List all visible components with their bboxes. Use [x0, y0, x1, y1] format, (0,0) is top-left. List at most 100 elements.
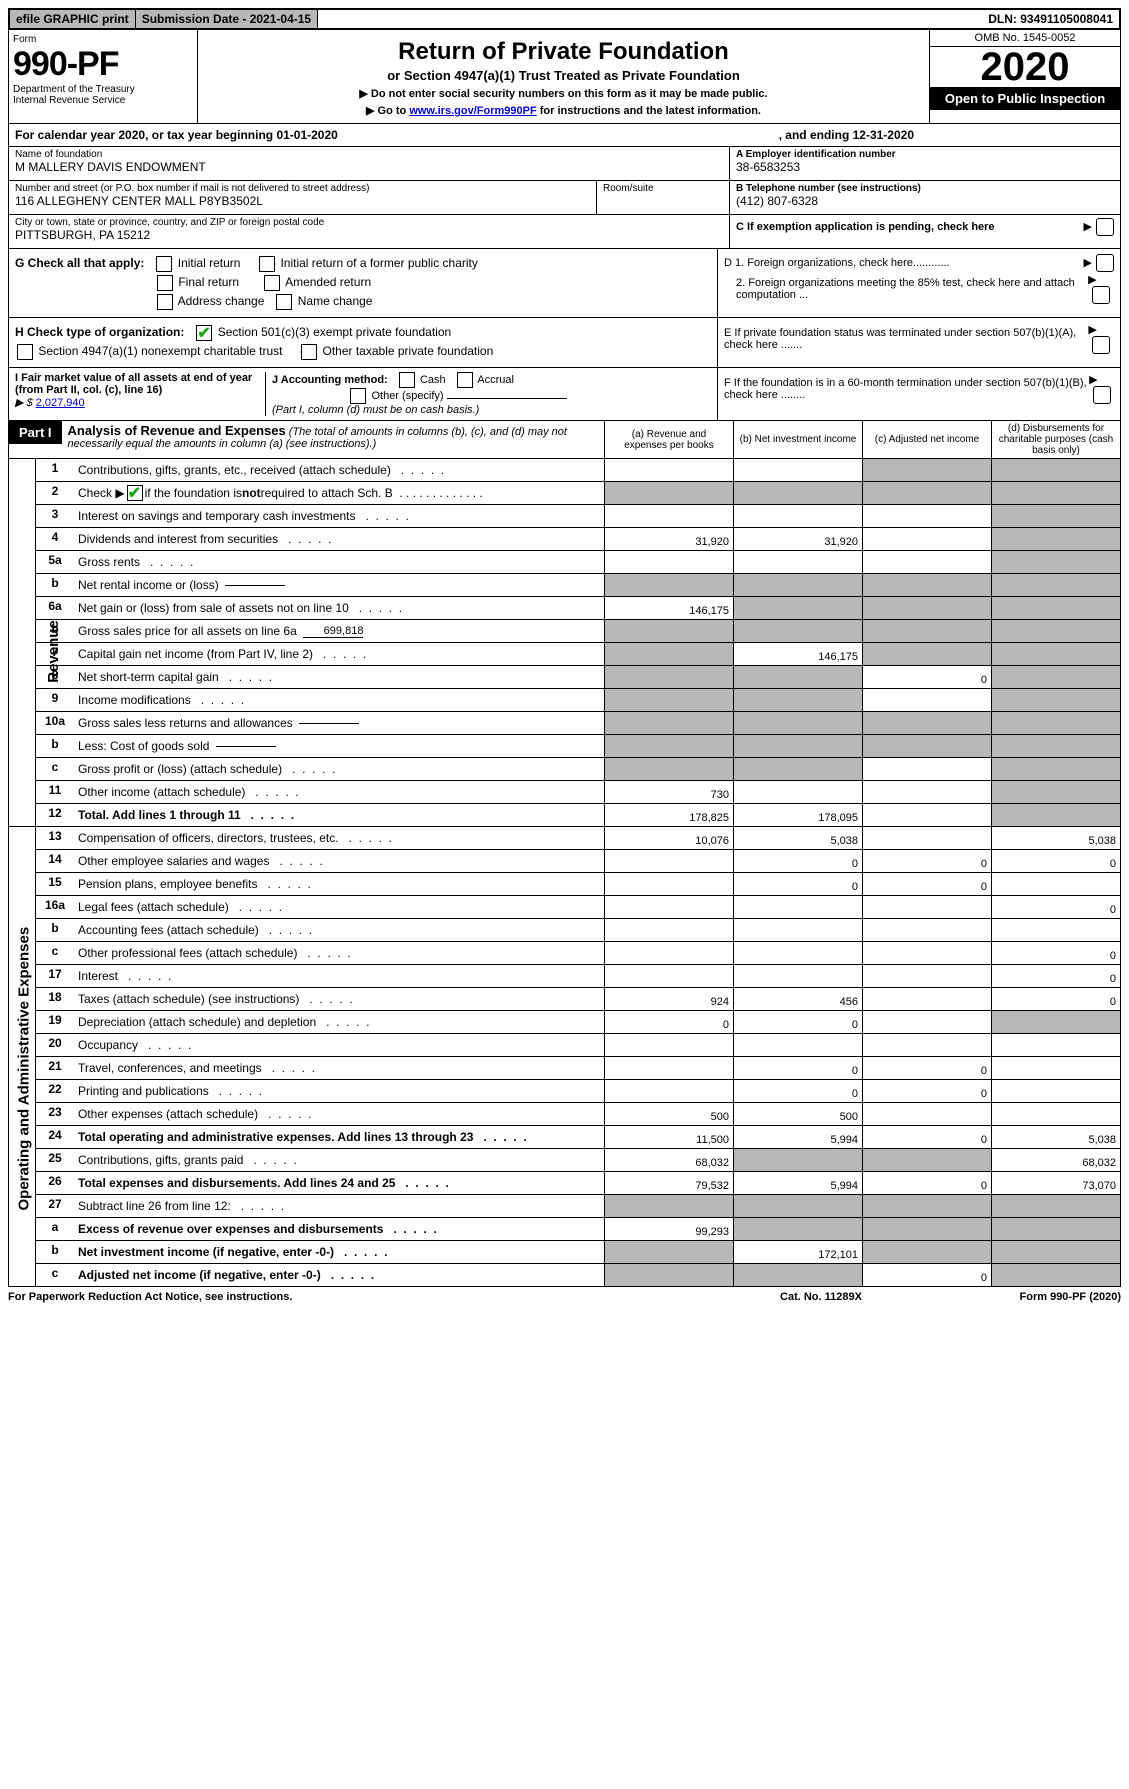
- row-num: 18: [36, 988, 74, 1010]
- cell-d: 0: [991, 850, 1120, 872]
- j-accrual-cb[interactable]: [457, 372, 473, 388]
- cell-c: 0: [862, 1057, 991, 1079]
- cell-a: [604, 712, 733, 734]
- cell-d: [991, 597, 1120, 619]
- d2-checkbox[interactable]: [1092, 286, 1110, 304]
- row-num: 19: [36, 1011, 74, 1033]
- revenue-label-text: Revenue: [45, 620, 62, 683]
- footer-left: For Paperwork Reduction Act Notice, see …: [8, 1291, 721, 1303]
- cell-b: 5,994: [733, 1126, 862, 1148]
- row-desc: Net rental income or (loss): [74, 574, 604, 596]
- row-desc: Occupancy . . . . .: [74, 1034, 604, 1056]
- cell-b: [733, 942, 862, 964]
- cell-b: [733, 459, 862, 481]
- h-other-cb[interactable]: [301, 344, 317, 360]
- cell-d: 0: [991, 965, 1120, 987]
- table-row: 6a Net gain or (loss) from sale of asset…: [36, 597, 1120, 620]
- cell-a: [604, 942, 733, 964]
- cell-c: [862, 804, 991, 826]
- cell-b: 0: [733, 850, 862, 872]
- cell-b: [733, 551, 862, 573]
- cell-d: [991, 1218, 1120, 1240]
- h-4947-cb[interactable]: [17, 344, 33, 360]
- form-subtitle: or Section 4947(a)(1) Trust Treated as P…: [208, 68, 919, 83]
- cell-a: [604, 620, 733, 642]
- row-num: b: [36, 574, 74, 596]
- table-row: 11 Other income (attach schedule) . . . …: [36, 781, 1120, 804]
- cell-b: 0: [733, 1080, 862, 1102]
- row-num: 27: [36, 1195, 74, 1217]
- cell-d: [991, 1195, 1120, 1217]
- address-row: Number and street (or P.O. box number if…: [9, 181, 729, 215]
- j-cash-cb[interactable]: [399, 372, 415, 388]
- d-section: D 1. Foreign organizations, check here..…: [717, 249, 1120, 317]
- j-other: Other (specify): [371, 390, 443, 402]
- sch-b-checkbox[interactable]: [127, 485, 143, 501]
- row-desc: Travel, conferences, and meetings . . . …: [74, 1057, 604, 1079]
- expenses-side-label: Operating and Administrative Expenses: [9, 827, 36, 1286]
- cell-d: [991, 482, 1120, 504]
- form-number: 990-PF: [13, 45, 193, 84]
- i-value-link[interactable]: 2,027,940: [36, 397, 85, 409]
- row-desc: Taxes (attach schedule) (see instruction…: [74, 988, 604, 1010]
- d1-checkbox[interactable]: [1096, 254, 1114, 272]
- g-initial-cb[interactable]: [156, 256, 172, 272]
- cell-d: 73,070: [991, 1172, 1120, 1194]
- j-accrual: Accrual: [477, 374, 514, 386]
- room-suite-cell: Room/suite: [597, 181, 729, 214]
- g-initial-former-cb[interactable]: [259, 256, 275, 272]
- row-desc: Gross profit or (loss) (attach schedule)…: [74, 758, 604, 780]
- table-row: 21 Travel, conferences, and meetings . .…: [36, 1057, 1120, 1080]
- j-label: J Accounting method:: [272, 374, 388, 386]
- instr-link[interactable]: www.irs.gov/Form990PF: [409, 105, 536, 117]
- ein-cell: A Employer identification number 38-6583…: [730, 147, 1120, 181]
- g-addr-cb[interactable]: [157, 294, 173, 310]
- cell-a: [604, 1241, 733, 1263]
- phone-label: B Telephone number (see instructions): [736, 183, 1114, 194]
- row-num: 13: [36, 827, 74, 849]
- check-section-h: H Check type of organization: Section 50…: [8, 318, 1121, 368]
- cell-a: 500: [604, 1103, 733, 1125]
- g-name-cb[interactable]: [276, 294, 292, 310]
- h-501c3-cb[interactable]: [196, 325, 212, 341]
- cell-a: [604, 1195, 733, 1217]
- cell-b: 178,095: [733, 804, 862, 826]
- g-amended-cb[interactable]: [264, 275, 280, 291]
- row-desc: Depreciation (attach schedule) and deple…: [74, 1011, 604, 1033]
- cell-b: [733, 597, 862, 619]
- city-value: PITTSBURGH, PA 15212: [15, 228, 723, 242]
- cell-b: [733, 689, 862, 711]
- footer-center: Cat. No. 11289X: [721, 1291, 921, 1303]
- e-checkbox[interactable]: [1092, 336, 1110, 354]
- g-final-cb[interactable]: [157, 275, 173, 291]
- cell-d: [991, 666, 1120, 688]
- cell-b: [733, 1149, 862, 1171]
- table-row: 5a Gross rents . . . . .: [36, 551, 1120, 574]
- f-checkbox[interactable]: [1093, 386, 1111, 404]
- c-checkbox[interactable]: [1096, 218, 1114, 236]
- cell-b: [733, 482, 862, 504]
- row-num: 4: [36, 528, 74, 550]
- cell-d: [991, 1057, 1120, 1079]
- cell-c: [862, 620, 991, 642]
- e-label: E If private foundation status was termi…: [724, 327, 1088, 351]
- form-header: Form 990-PF Department of the Treasury I…: [8, 30, 1121, 124]
- cell-a: [604, 873, 733, 895]
- revenue-side-label: Revenue: [9, 459, 36, 826]
- cell-a: 178,825: [604, 804, 733, 826]
- address-value: 116 ALLEGHENY CENTER MALL P8YB3502L: [15, 194, 590, 208]
- name-label: Name of foundation: [15, 149, 723, 160]
- cell-b: 0: [733, 1011, 862, 1033]
- j-other-cb[interactable]: [350, 388, 366, 404]
- cell-d: [991, 873, 1120, 895]
- cell-c: [862, 689, 991, 711]
- cell-d: 68,032: [991, 1149, 1120, 1171]
- row-desc: Contributions, gifts, grants paid . . . …: [74, 1149, 604, 1171]
- part1-title: Analysis of Revenue and Expenses: [68, 423, 286, 438]
- c-exemption-cell: C If exemption application is pending, c…: [730, 215, 1120, 243]
- foundation-name-cell: Name of foundation M MALLERY DAVIS ENDOW…: [9, 147, 729, 181]
- instr-ssn: ▶ Do not enter social security numbers o…: [208, 87, 919, 100]
- address-cell: Number and street (or P.O. box number if…: [9, 181, 597, 214]
- table-row: 18 Taxes (attach schedule) (see instruct…: [36, 988, 1120, 1011]
- cell-c: [862, 942, 991, 964]
